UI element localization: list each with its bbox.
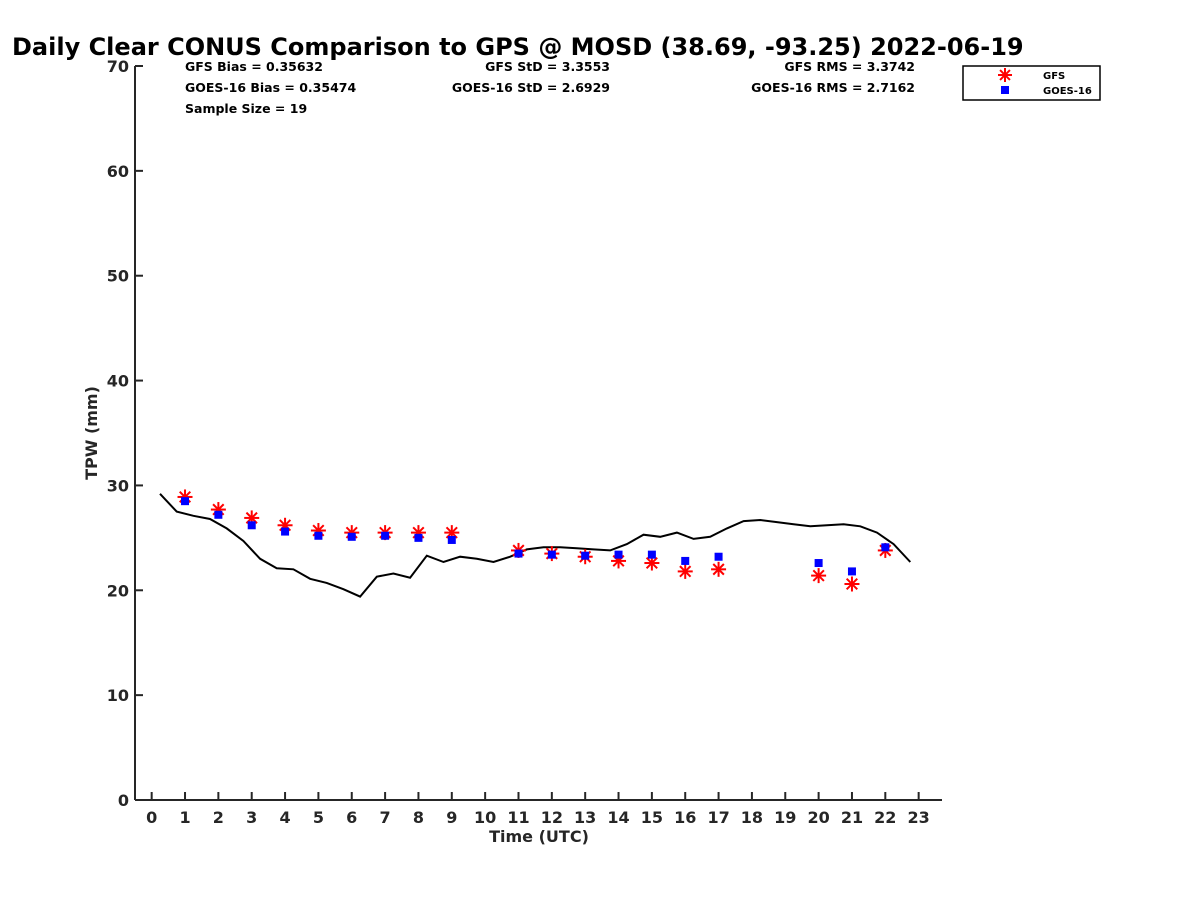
gps-series [159, 493, 912, 598]
goes16-point [181, 497, 190, 506]
legend-box [962, 65, 1101, 101]
gfs-point [811, 568, 827, 584]
goes16-point [814, 559, 823, 568]
goes16-point [414, 533, 423, 542]
goes16-point [347, 532, 356, 541]
goes16-point [647, 550, 656, 559]
goes16-point [281, 527, 290, 536]
x-tick-label: 7 [380, 808, 391, 827]
chart-title: Daily Clear CONUS Comparison to GPS @ MO… [12, 33, 1024, 61]
goes16-point [847, 567, 856, 576]
x-tick-label: 20 [807, 808, 829, 827]
goes16-point [381, 531, 390, 540]
y-axis-ticks: 0 10 20 30 40 50 60 70 [107, 57, 143, 810]
gfs-bias-text: GFS Bias = 0.35632 [185, 59, 323, 74]
y-tick-label: 50 [107, 267, 129, 286]
gfs-point [711, 561, 727, 577]
goes-std-text: GOES-16 StD = 2.6929 [452, 80, 610, 95]
legend: GFS GOES-16 [962, 65, 1101, 101]
goes16-point [681, 556, 690, 565]
x-tick-label: 2 [213, 808, 224, 827]
legend-gfs-marker [998, 68, 1012, 82]
gfs-point [677, 563, 693, 579]
x-tick-label: 19 [774, 808, 796, 827]
stats-block: GFS Bias = 0.35632 GOES-16 Bias = 0.3547… [185, 59, 915, 116]
legend-goes16-marker [1001, 86, 1009, 94]
x-tick-label: 22 [874, 808, 896, 827]
x-axis-label: Time (UTC) [489, 827, 589, 846]
x-tick-label: 17 [707, 808, 729, 827]
goes16-point [614, 550, 623, 559]
goes16-point [881, 543, 890, 552]
legend-gfs-asterisk [998, 68, 1012, 82]
x-tick-label: 18 [741, 808, 763, 827]
goes16-point [514, 549, 523, 558]
goes-rms-text: GOES-16 RMS = 2.7162 [751, 80, 915, 95]
y-tick-label: 40 [107, 372, 129, 391]
goes16-series [181, 497, 890, 576]
goes16-point [547, 550, 556, 559]
goes16-point [714, 552, 723, 561]
x-tick-label: 21 [841, 808, 863, 827]
goes16-point [581, 551, 590, 560]
x-tick-label: 12 [541, 808, 563, 827]
goes16-point [214, 510, 223, 519]
x-tick-label: 15 [641, 808, 663, 827]
x-axis-ticks: 0 1 2 3 4 5 6 7 8 9 10 11 12 13 14 15 16 17 18 19 20 21 22 23 [146, 792, 930, 827]
y-tick-label: 70 [107, 57, 129, 76]
x-tick-label: 5 [313, 808, 324, 827]
y-tick-label: 0 [118, 791, 129, 810]
gfs-rms-text: GFS RMS = 3.3742 [784, 59, 915, 74]
gfs-series [177, 489, 893, 592]
x-tick-label: 11 [507, 808, 529, 827]
legend-gfs-label: GFS [1043, 71, 1065, 82]
x-tick-label: 6 [346, 808, 357, 827]
x-tick-label: 4 [279, 808, 290, 827]
gfs-point [844, 576, 860, 592]
y-tick-label: 10 [107, 686, 129, 705]
y-tick-label: 30 [107, 476, 129, 495]
x-tick-label: 13 [574, 808, 596, 827]
goes16-point [247, 521, 256, 530]
x-tick-label: 16 [674, 808, 696, 827]
y-tick-label: 20 [107, 581, 129, 600]
goes16-point [447, 535, 456, 544]
x-tick-label: 0 [146, 808, 157, 827]
x-tick-label: 3 [246, 808, 257, 827]
x-tick-label: 9 [446, 808, 457, 827]
goes16-point [314, 531, 323, 540]
y-axis-label: TPW (mm) [82, 386, 101, 480]
x-tick-label: 8 [413, 808, 424, 827]
goes-bias-text: GOES-16 Bias = 0.35474 [185, 80, 356, 95]
x-tick-label: 14 [607, 808, 629, 827]
x-tick-label: 1 [179, 808, 190, 827]
gps-line [159, 493, 912, 598]
legend-goes16-label: GOES-16 [1043, 86, 1092, 97]
x-tick-label: 23 [908, 808, 930, 827]
x-tick-label: 10 [474, 808, 496, 827]
y-tick-label: 60 [107, 162, 129, 181]
axes [134, 66, 942, 801]
sample-size-text: Sample Size = 19 [185, 101, 307, 116]
gfs-std-text: GFS StD = 3.3553 [485, 59, 610, 74]
